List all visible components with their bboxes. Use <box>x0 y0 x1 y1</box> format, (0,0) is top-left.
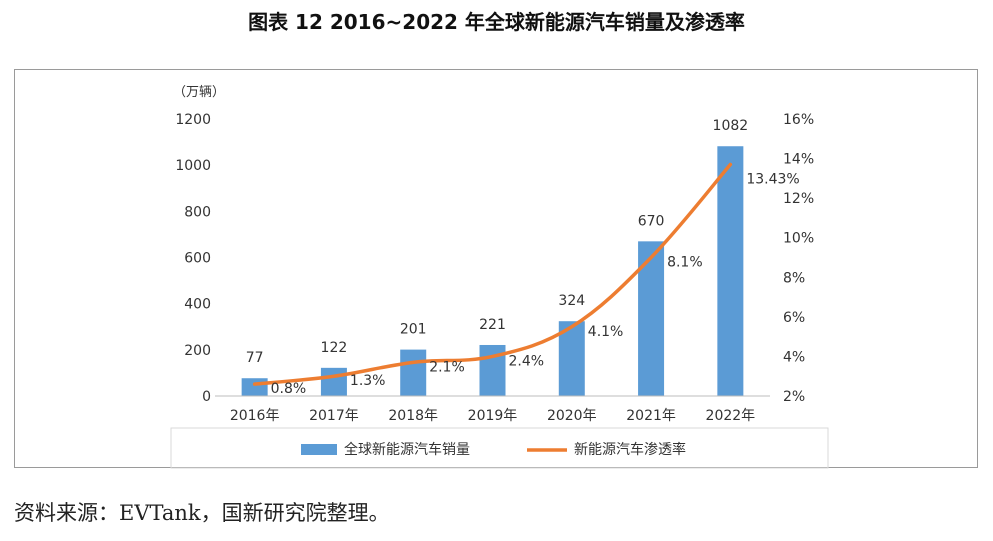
x-tick-label: 2016年 <box>230 408 280 424</box>
bar-value-label: 1082 <box>713 118 749 134</box>
right-tick-label: 2% <box>783 389 805 405</box>
bar <box>400 349 427 396</box>
legend: 全球新能源汽车销量 新能源汽车渗透率 <box>170 427 829 469</box>
line-series <box>252 162 733 386</box>
right-tick-label: 4% <box>783 349 805 365</box>
x-tick-label: 2020年 <box>547 408 597 424</box>
source-note: 资料来源：EVTank，国新研究院整理。 <box>14 501 390 525</box>
bar-value-label: 324 <box>558 293 585 309</box>
left-tick-label: 1200 <box>175 112 211 128</box>
bar-value-label: 670 <box>638 213 665 229</box>
left-tick-label: 1000 <box>175 158 211 174</box>
x-tick-label: 2022年 <box>706 408 756 424</box>
right-tick-label: 16% <box>783 112 814 128</box>
line-value-label: 13.43% <box>746 172 799 188</box>
legend-box <box>170 427 829 469</box>
bar-series <box>241 146 744 396</box>
line-value-label: 2.1% <box>429 359 465 375</box>
left-tick-label: 600 <box>184 251 211 267</box>
bar <box>241 378 268 396</box>
left-tick-label: 800 <box>184 204 211 220</box>
bar-value-label: 221 <box>479 317 506 333</box>
left-axis-unit: （万辆） <box>173 85 225 100</box>
line-value-label: 8.1% <box>667 255 703 271</box>
line-value-label: 4.1% <box>588 324 624 340</box>
legend-label-line: 新能源汽车渗透率 <box>574 441 686 458</box>
data-labels: 77 122 201 221 324 670 1082 0.8% 1.3% 2.1% 2.4% 4.1… <box>246 118 800 397</box>
bar <box>320 367 347 396</box>
right-tick-label: 8% <box>783 270 805 286</box>
legend-label-bar: 全球新能源汽车销量 <box>344 441 470 458</box>
right-axis: 2% 4% 6% 8% 10% 12% 14% 16% <box>783 112 814 405</box>
figure-title: 图表 12 2016~2022 年全球新能源汽车销量及渗透率 <box>248 10 745 34</box>
penetration-line <box>252 162 733 386</box>
line-value-label: 1.3% <box>350 373 386 389</box>
left-tick-label: 200 <box>184 343 211 359</box>
left-tick-label: 0 <box>202 389 211 405</box>
legend-swatch-bar <box>301 444 337 455</box>
x-tick-label: 2021年 <box>626 408 676 424</box>
bar-value-label: 201 <box>400 322 427 338</box>
chart-frame: （万辆） 0 200 400 600 800 1000 1200 2% 4% 6% 8% 10% 12%… <box>14 69 978 469</box>
line-value-label: 2.4% <box>509 353 545 369</box>
bar-value-label: 77 <box>246 350 264 366</box>
x-axis: 2016年 2017年 2018年 2019年 2020年 2021年 2022年 <box>215 395 770 424</box>
bar-value-label: 122 <box>321 340 348 356</box>
right-tick-label: 6% <box>783 310 805 326</box>
bar <box>717 146 744 396</box>
left-axis: （万辆） 0 200 400 600 800 1000 1200 <box>173 85 225 405</box>
x-tick-label: 2017年 <box>309 408 359 424</box>
right-tick-label: 14% <box>783 152 814 168</box>
x-tick-label: 2019年 <box>468 408 518 424</box>
left-tick-label: 400 <box>184 297 211 313</box>
right-tick-label: 10% <box>783 231 814 247</box>
right-tick-label: 12% <box>783 191 814 207</box>
line-value-label: 0.8% <box>271 381 307 397</box>
x-tick-label: 2018年 <box>388 408 438 424</box>
chart-svg: （万辆） 0 200 400 600 800 1000 1200 2% 4% 6% 8% 10% 12%… <box>170 85 829 469</box>
